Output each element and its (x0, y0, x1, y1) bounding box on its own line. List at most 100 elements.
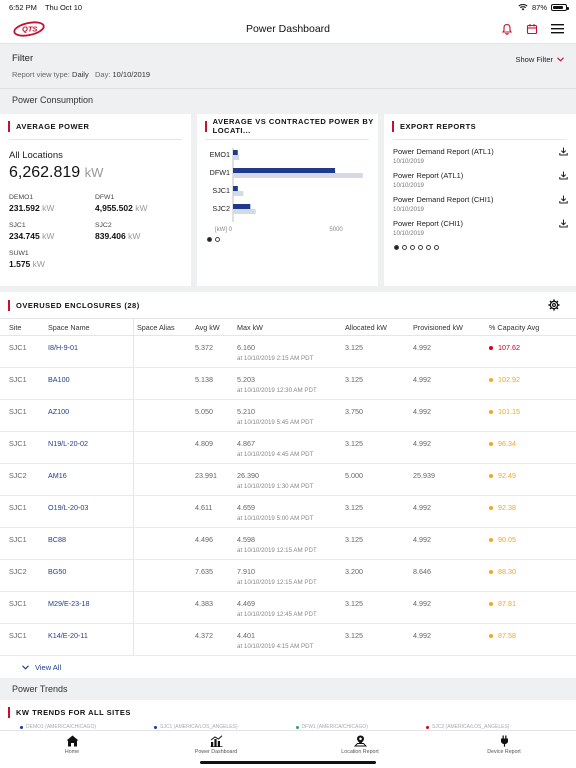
contracted-power-bar[interactable] (233, 173, 363, 178)
capacity-status-dot (489, 505, 493, 510)
col-allocated-kw[interactable]: Allocated kW (345, 322, 387, 332)
contracted-power-bar[interactable] (233, 191, 244, 196)
download-icon[interactable] (559, 171, 568, 180)
cell-allocated-kw: 3.125 (345, 439, 363, 448)
tab-location-report[interactable]: Location Report (288, 731, 432, 768)
overused-enclosures-card: OVERUSED ENCLOSURES (28) Site Space Name… (0, 292, 576, 678)
view-all-link[interactable]: View All (22, 663, 61, 672)
col-avg-kw[interactable]: Avg kW (195, 322, 220, 332)
legend-swatch (154, 725, 158, 729)
calendar-icon[interactable] (526, 23, 538, 35)
download-icon[interactable] (559, 147, 568, 156)
cell-capacity-avg: 87.58 (489, 631, 569, 640)
tab-power-dashboard[interactable]: Power Dashboard (144, 731, 288, 768)
view-type-label: Report view type: (12, 70, 70, 79)
table-row[interactable]: SJC2 BG50 7.635 7.910 at 10/10/2019 12:15… (0, 560, 576, 592)
col-space-name[interactable]: Space Name (48, 322, 90, 332)
consumption-cards: AVERAGE POWER All Locations 6,262.819 kW… (0, 110, 576, 286)
cell-site: SJC1 (9, 343, 27, 352)
pager-dot[interactable] (434, 245, 439, 250)
average-power-bar[interactable] (233, 168, 336, 173)
site-values: DEMO1 231.592 kW DFW1 4,955.502 kW SJC1 23… (9, 194, 191, 269)
col-provisioned-kw[interactable]: Provisioned kW (413, 322, 463, 332)
accent-bar (8, 706, 10, 718)
table-row[interactable]: SJC1 AZ100 5.050 5.210 at 10/10/2019 5:45… (0, 400, 576, 432)
bell-icon[interactable] (501, 23, 513, 35)
tab-device-report[interactable]: Device Report (432, 731, 576, 768)
export-list: Power Demand Report (ATL1) 10/10/2019 Po… (384, 147, 576, 243)
export-report-item[interactable]: Power Report (ATL1) 10/10/2019 (393, 171, 568, 195)
pager-dot[interactable] (426, 245, 431, 250)
chart-category-label: SJC1 (212, 186, 230, 195)
download-icon[interactable] (559, 195, 568, 204)
cell-space-alias (133, 464, 192, 495)
col-capacity-avg[interactable]: % Capacity Avg (489, 322, 540, 332)
show-filter-button[interactable]: Show Filter (515, 55, 564, 64)
average-power-bar[interactable] (233, 204, 251, 209)
col-space-alias[interactable]: Space Alias (133, 319, 192, 335)
filter-summary: Report view type: Daily Day: 10/10/2019 (12, 70, 564, 79)
export-report-date: 10/10/2019 (393, 206, 424, 213)
pager-dot[interactable] (402, 245, 407, 250)
download-icon[interactable] (559, 219, 568, 228)
cell-capacity-avg: 88.30 (489, 567, 569, 576)
cell-max-kw: 4.401 at 10/10/2019 4:15 AM PDT (237, 631, 345, 650)
average-power-bar[interactable] (233, 150, 238, 155)
chart-category-label: DFW1 (210, 168, 230, 177)
site-power-unit: kW (32, 259, 45, 269)
table-row[interactable]: SJC1 K14/E-20-11 4.372 4.401 at 10/10/201… (0, 624, 576, 656)
cell-space-name-link[interactable]: I8/H-9-01 (48, 343, 78, 352)
max-kw-value: 4.659 (237, 503, 255, 512)
tab-home[interactable]: Home (0, 731, 144, 768)
contracted-power-bar[interactable] (233, 155, 240, 160)
cell-space-name-link[interactable]: K14/E-20-11 (48, 631, 88, 640)
pager-dot[interactable] (215, 237, 220, 242)
col-max-kw[interactable]: Max kW (237, 322, 263, 332)
cell-avg-kw: 4.372 (195, 631, 213, 640)
table-row[interactable]: SJC1 M29/E-23-18 4.383 4.469 at 10/10/201… (0, 592, 576, 624)
export-report-title: Power Demand Report (ATL1) (393, 147, 494, 156)
cell-space-name-link[interactable]: AM16 (48, 471, 67, 480)
cell-provisioned-kw: 4.992 (413, 631, 431, 640)
cell-space-name-link[interactable]: BC88 (48, 535, 66, 544)
export-pager[interactable] (394, 245, 439, 250)
table-row[interactable]: SJC2 AM16 23.991 26.390 at 10/10/2019 1:3… (0, 464, 576, 496)
view-all-label: View All (35, 663, 62, 672)
settings-gear-icon[interactable] (548, 299, 560, 311)
max-kw-value: 4.469 (237, 599, 255, 608)
cell-space-name-link[interactable]: BG50 (48, 567, 67, 576)
cell-max-kw: 4.659 at 10/10/2019 5:00 AM PDT (237, 503, 345, 522)
cell-space-name-link[interactable]: O19/L-20-03 (48, 503, 89, 512)
menu-icon[interactable] (551, 23, 564, 34)
max-kw-timestamp: at 10/10/2019 1:30 AM PDT (237, 483, 314, 490)
capacity-status-dot (489, 345, 493, 350)
site-value-item: SJC1 234.745 kW (9, 222, 95, 241)
kw-trends-legend: DEMO1 (AMERICA/CHICAGO) SJC1 (AMERICA/LOS… (20, 724, 509, 730)
table-row[interactable]: SJC1 BC88 4.496 4.598 at 10/10/2019 12:15… (0, 528, 576, 560)
table-row[interactable]: SJC1 N19/L-20-02 4.809 4.867 at 10/10/201… (0, 432, 576, 464)
export-report-item[interactable]: Power Report (CHI1) 10/10/2019 (393, 219, 568, 243)
pager-dot[interactable] (207, 237, 212, 242)
cell-allocated-kw: 3.200 (345, 567, 363, 576)
export-report-item[interactable]: Power Demand Report (ATL1) 10/10/2019 (393, 147, 568, 171)
export-report-item[interactable]: Power Demand Report (CHI1) 10/10/2019 (393, 195, 568, 219)
pager-dot[interactable] (394, 245, 399, 250)
col-site[interactable]: Site (9, 322, 22, 332)
table-row[interactable]: SJC1 O19/L-20-03 4.611 4.659 at 10/10/201… (0, 496, 576, 528)
cell-space-name-link[interactable]: BA100 (48, 375, 70, 384)
cell-allocated-kw: 3.750 (345, 407, 363, 416)
table-row[interactable]: SJC1 I8/H-9-01 5.372 6.160 at 10/10/2019 … (0, 336, 576, 368)
cell-space-alias (133, 624, 192, 655)
cell-allocated-kw: 5.000 (345, 471, 363, 480)
chart-pager[interactable] (207, 237, 220, 242)
divider (9, 139, 182, 140)
cell-space-name-link[interactable]: M29/E-23-18 (48, 599, 90, 608)
average-power-bar[interactable] (233, 186, 238, 191)
table-row[interactable]: SJC1 BA100 5.138 5.203 at 10/10/2019 12:3… (0, 368, 576, 400)
cell-space-name-link[interactable]: N19/L-20-02 (48, 439, 88, 448)
contracted-power-bar[interactable] (233, 209, 256, 214)
pager-dot[interactable] (418, 245, 423, 250)
pager-dot[interactable] (410, 245, 415, 250)
capacity-value: 88.30 (498, 567, 516, 576)
cell-space-name-link[interactable]: AZ100 (48, 407, 70, 416)
